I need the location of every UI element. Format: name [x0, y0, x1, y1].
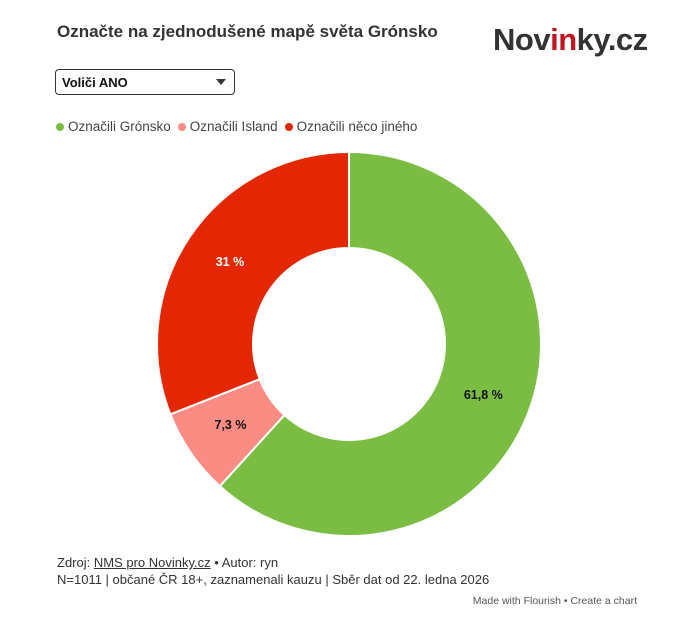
legend-item-island[interactable]: Označili Island [177, 119, 278, 134]
legend-item-jine[interactable]: Označili něco jiného [284, 119, 418, 134]
made-with-flourish-link[interactable]: Made with Flourish [472, 595, 561, 607]
footer: Zdroj: NMS pro Novinky.cz • Autor: ryn N… [57, 554, 489, 588]
legend: Označili Grónsko Označili Island Označil… [56, 119, 417, 134]
flourish-credit: Made with Flourish • Create a chart [473, 595, 637, 607]
footer-note: N=1011 | občané ČR 18+, zaznamenali kauz… [57, 572, 490, 587]
credit-separator: • [563, 595, 568, 607]
slice-data-label: 7,3 % [215, 418, 247, 432]
slice-gronsko[interactable] [218, 150, 542, 537]
slice-data-label: 61,8 % [464, 388, 503, 402]
legend-label: Označili Grónsko [68, 119, 171, 134]
legend-label: Označili něco jiného [296, 119, 418, 134]
voter-group-select[interactable]: Voliči ANO [55, 69, 235, 95]
select-value: Voliči ANO [62, 74, 128, 90]
chart-title: Označte na zjednodušené mapě světa Gróns… [57, 22, 438, 41]
author: • Autor: ryn [214, 555, 279, 570]
source-link[interactable]: NMS pro Novinky.cz [93, 555, 211, 570]
legend-label: Označili Island [189, 119, 278, 134]
legend-swatch [56, 122, 64, 131]
slice-data-label: 31 % [216, 255, 245, 269]
source-prefix: Zdroj: [57, 555, 91, 570]
legend-swatch [284, 122, 293, 131]
novinky-logo[interactable]: Novinky.cz [493, 22, 648, 57]
legend-item-gronsko[interactable]: Označili Grónsko [56, 119, 171, 134]
create-chart-link[interactable]: Create a chart [570, 595, 637, 607]
slice-jine[interactable] [156, 150, 350, 416]
chevron-down-icon [216, 79, 226, 85]
legend-swatch [177, 122, 186, 131]
source-line: Zdroj: NMS pro Novinky.cz • Autor: ryn [57, 554, 489, 571]
